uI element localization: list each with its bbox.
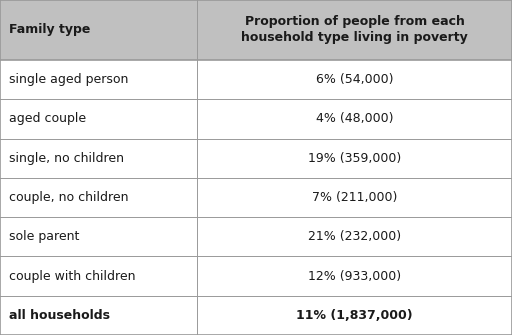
Text: 11% (1,837,000): 11% (1,837,000) [296,309,413,322]
Text: all households: all households [9,309,110,322]
Bar [0,139,512,178]
Text: single, no children: single, no children [9,152,124,165]
Text: couple with children: couple with children [9,270,136,282]
Bar [0,217,512,256]
Text: 4% (48,000): 4% (48,000) [316,113,393,125]
Text: couple, no children: couple, no children [9,191,129,204]
Bar [0,178,512,217]
Text: Family type: Family type [9,23,91,37]
Text: 19% (359,000): 19% (359,000) [308,152,401,165]
Text: aged couple: aged couple [9,113,87,125]
Bar [0,99,512,139]
Bar [0,256,512,296]
Text: 12% (933,000): 12% (933,000) [308,270,401,282]
Text: single aged person: single aged person [9,73,129,86]
Bar [0,0,512,60]
Text: 7% (211,000): 7% (211,000) [312,191,397,204]
Bar [0,60,512,99]
Text: sole parent: sole parent [9,230,79,243]
Bar [0,296,512,335]
Text: 21% (232,000): 21% (232,000) [308,230,401,243]
Text: Proportion of people from each
household type living in poverty: Proportion of people from each household… [241,15,468,45]
Text: 6% (54,000): 6% (54,000) [316,73,393,86]
